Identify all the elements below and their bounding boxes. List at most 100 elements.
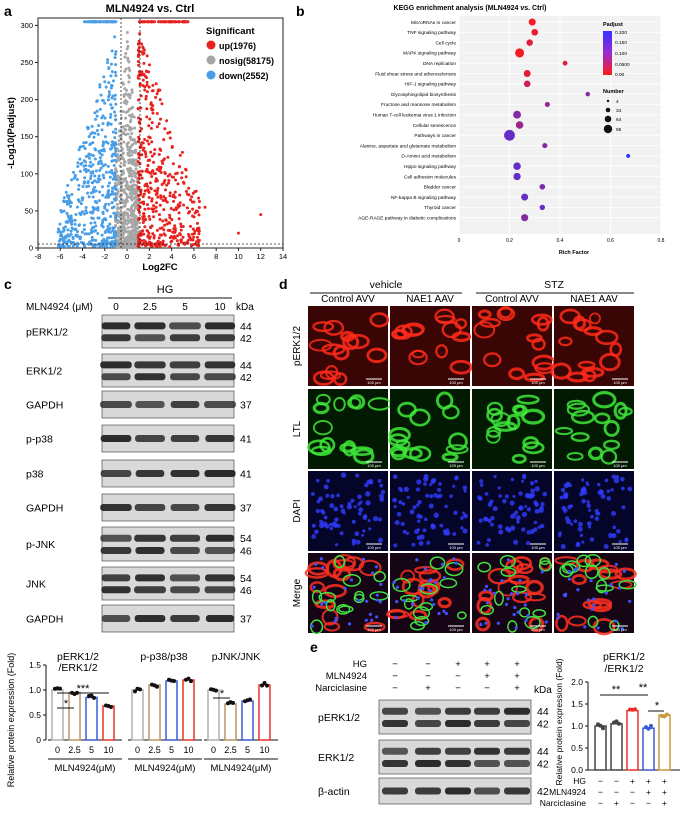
volcano-point-up xyxy=(173,190,177,194)
if-nucleus xyxy=(583,625,587,629)
volcano-point-nosig xyxy=(119,142,123,146)
blot-e-kda: 42 xyxy=(537,758,549,770)
volcano-point-nosig xyxy=(118,215,122,219)
volcano-point-down xyxy=(82,180,86,184)
if-nucleus xyxy=(399,488,404,493)
volcano-point-up xyxy=(197,232,201,236)
volcano-point-up xyxy=(154,179,158,183)
volcano-point-up xyxy=(168,213,172,217)
volcano-point-up xyxy=(143,189,147,193)
volcano-point-down xyxy=(103,135,107,139)
volcano-point-down xyxy=(114,177,118,181)
volcano-point-nosig xyxy=(128,135,132,139)
volcano-point-nosig xyxy=(130,91,134,95)
if-nucleus xyxy=(415,558,419,562)
volcano-point-nosig xyxy=(122,212,126,216)
volcano-point-down xyxy=(113,35,117,39)
volcano-point-up xyxy=(177,217,181,221)
if-nucleus xyxy=(577,526,583,532)
volcano-point-down xyxy=(111,242,115,246)
if-nucleus xyxy=(483,516,488,522)
if-nucleus xyxy=(321,566,325,570)
blot-c-kda: 41 xyxy=(240,434,252,446)
if-nucleus xyxy=(533,500,538,505)
kegg-bubble xyxy=(515,48,525,58)
volcano-point-up xyxy=(189,244,193,248)
if-tubule xyxy=(584,553,602,568)
if-tubule xyxy=(392,577,411,593)
volcano-point-down xyxy=(108,170,112,174)
volcano-point-up xyxy=(169,235,173,239)
if-nucleus xyxy=(375,615,379,619)
bars-c-bar xyxy=(224,703,237,741)
volcano-point-down xyxy=(106,58,110,62)
if-column-label: NAE1 AAV xyxy=(570,294,618,305)
volcano-point-down xyxy=(81,144,85,148)
volcano-point-up xyxy=(152,160,156,164)
volcano-point-down xyxy=(108,222,112,226)
volcano-point-down xyxy=(88,143,92,147)
if-nucleus xyxy=(375,598,380,602)
volcano-point-down xyxy=(61,229,65,233)
if-nucleus xyxy=(509,592,514,596)
if-nucleus xyxy=(616,528,621,534)
x-tick-label: 6 xyxy=(192,252,196,261)
if-nucleus xyxy=(392,497,398,503)
volcano-point-down xyxy=(102,217,106,221)
volcano-point-down xyxy=(98,244,102,248)
if-nucleus xyxy=(498,529,504,535)
bars-e-ytick: 2.0 xyxy=(571,677,583,687)
volcano-point-down xyxy=(113,52,117,56)
if-nucleus xyxy=(412,505,417,510)
volcano-point-nosig xyxy=(134,150,138,154)
if-nucleus xyxy=(452,484,456,488)
volcano-point-down xyxy=(99,93,103,97)
if-nucleus xyxy=(627,486,633,492)
volcano-point-nosig xyxy=(125,211,129,215)
volcano-point-down xyxy=(99,166,103,170)
if-nucleus xyxy=(493,474,497,479)
volcano-point-down xyxy=(106,224,110,228)
if-nucleus xyxy=(368,527,372,531)
volcano-point-up xyxy=(155,112,159,116)
if-tubule xyxy=(435,344,448,359)
volcano-point-down xyxy=(101,114,105,118)
volcano-point-up xyxy=(171,162,175,166)
if-nucleus xyxy=(581,486,587,492)
volcano-point-up xyxy=(155,189,159,193)
volcano-point-up xyxy=(190,200,194,204)
volcano-point-nosig xyxy=(127,107,131,111)
volcano-point-nosig xyxy=(124,128,128,132)
if-tubule xyxy=(325,599,336,612)
if-nucleus xyxy=(358,511,362,516)
blot-c-dose-label: MLN4924 (μM) xyxy=(26,302,93,313)
kegg-pathway-label: AGE-RAGE pathway in diabetic complicatio… xyxy=(358,216,456,222)
if-nucleus xyxy=(502,498,507,504)
blot-e: HG − − + + +MLN4924− − − + +Narciclasine − + − − + kDap… xyxy=(315,659,552,805)
volcano-point-nosig xyxy=(125,145,129,149)
x-tick-label: 4 xyxy=(170,252,174,261)
volcano-point-down xyxy=(93,221,97,225)
if-nucleus xyxy=(460,516,464,520)
panel-e: e HG − − + + +MLN4924− − − + +Narciclasine − + − − + kD… xyxy=(310,639,680,808)
blot-c-band xyxy=(204,470,236,477)
volcano-point-down xyxy=(106,98,110,102)
volcano-point-up xyxy=(143,150,147,154)
if-nucleus xyxy=(416,596,421,600)
kegg-number-tick: 64 xyxy=(616,117,622,123)
blot-c-kda: 41 xyxy=(240,469,252,481)
volcano-point-down xyxy=(93,20,97,24)
volcano-point-up xyxy=(146,207,150,211)
kegg-bubble xyxy=(504,129,515,141)
bars-e-bar xyxy=(658,714,671,771)
kegg-x-tick: 0 xyxy=(458,238,461,244)
if-column-label: Control AVV xyxy=(485,294,539,305)
y-tick-label: 300 xyxy=(20,21,33,30)
if-nucleus xyxy=(479,483,484,487)
if-scale-label: 100 μm xyxy=(613,463,627,468)
volcano-point-down xyxy=(80,210,84,214)
bars-c-group-title: pERK1/2 xyxy=(57,651,99,663)
if-nucleus xyxy=(393,505,397,509)
if-nucleus xyxy=(422,528,427,533)
if-nucleus xyxy=(442,529,447,533)
